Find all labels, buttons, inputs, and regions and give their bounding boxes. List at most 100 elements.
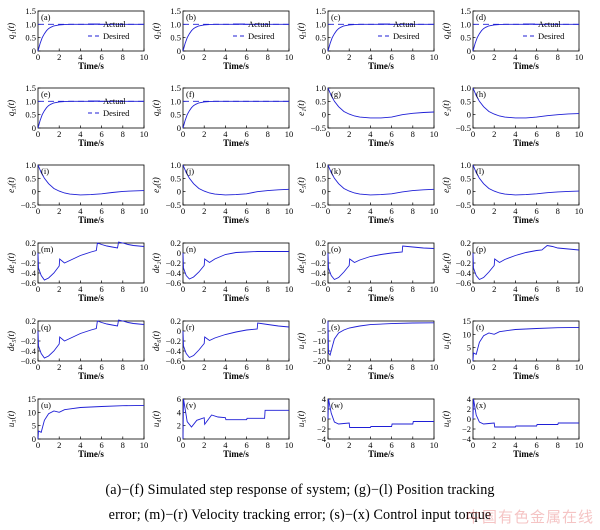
y-tick-label: 1.0 (25, 160, 36, 170)
y-tick-label: 0.5 (25, 110, 36, 120)
x-tick-label: 6 (389, 362, 393, 372)
x-tick-label: 2 (202, 284, 206, 294)
x-tick-label: 0 (471, 440, 475, 450)
y-tick-label: 1.0 (460, 160, 471, 170)
x-tick-label: 10 (430, 129, 439, 139)
x-tick-label: 4 (78, 129, 83, 139)
x-tick-label: 6 (534, 362, 538, 372)
y-tick-label: 0.2 (170, 238, 181, 248)
x-tick-label: 0 (181, 129, 185, 139)
plot-frame (182, 320, 290, 362)
y-axis-label: q₄(t) (441, 23, 451, 39)
y-axis-label: e₄(t) (151, 177, 161, 193)
x-tick-label: 4 (368, 206, 373, 216)
x-tick-label: 2 (492, 284, 496, 294)
x-tick-label: 6 (534, 284, 538, 294)
y-tick-label: 0.2 (170, 316, 181, 326)
x-tick-label: 8 (556, 52, 560, 62)
y-axis-label: de₆(t) (151, 331, 161, 351)
panel-label: (c) (331, 12, 341, 22)
x-tick-label: 2 (57, 52, 61, 62)
x-tick-label: 6 (99, 440, 103, 450)
x-axis-label: Time/s (78, 293, 104, 303)
x-tick-label: 6 (99, 52, 103, 62)
x-tick-label: 4 (223, 206, 228, 216)
x-tick-label: 4 (368, 284, 373, 294)
x-tick-label: 10 (140, 362, 149, 372)
y-tick-label: −0.4 (166, 268, 182, 278)
y-tick-label: −0.4 (166, 346, 182, 356)
series-actual-line (327, 245, 435, 281)
x-tick-label: 10 (575, 129, 584, 139)
y-axis-label: e₆(t) (441, 177, 451, 193)
y-tick-label: 0 (467, 414, 471, 424)
x-tick-label: 0 (36, 52, 40, 62)
y-tick-label: −0.5 (456, 123, 471, 133)
y-axis-label: e₂(t) (441, 100, 451, 116)
y-tick-label: 1.5 (25, 6, 36, 16)
series-actual-line (472, 23, 579, 52)
x-tick-label: 2 (347, 206, 351, 216)
figure-caption-line-1: (a)−(f) Simulated step response of syste… (105, 482, 495, 498)
y-tick-label: −20 (313, 356, 326, 366)
panel-label: (e) (41, 89, 51, 99)
x-tick-label: 6 (99, 129, 103, 139)
x-tick-label: 4 (78, 440, 83, 450)
y-tick-label: 10 (28, 407, 37, 417)
legend-label-desired: Desired (248, 31, 275, 41)
x-tick-label: 6 (244, 284, 248, 294)
y-tick-label: 0 (32, 123, 36, 133)
plot-frame (37, 398, 145, 440)
y-tick-label: 0.5 (315, 173, 326, 183)
x-tick-label: 2 (492, 206, 496, 216)
y-tick-label: −4 (462, 434, 472, 444)
x-tick-label: 2 (202, 206, 206, 216)
y-axis-label: e₅(t) (296, 177, 306, 193)
y-tick-label: 6 (177, 394, 181, 404)
y-tick-label: 0.5 (315, 96, 326, 106)
x-axis-label: Time/s (513, 61, 539, 71)
x-tick-label: 10 (575, 362, 584, 372)
x-tick-label: 2 (347, 129, 351, 139)
x-tick-label: 2 (202, 129, 206, 139)
plot-frame (327, 164, 435, 206)
series-actual-line (182, 164, 290, 196)
y-tick-label: 0 (32, 434, 36, 444)
x-tick-label: 10 (575, 52, 584, 62)
plot-frame (327, 10, 435, 52)
x-tick-label: 8 (411, 206, 415, 216)
y-axis-label: e₃(t) (6, 177, 16, 193)
series-actual-line (472, 326, 580, 362)
y-tick-label: 15 (463, 316, 472, 326)
x-tick-label: 4 (78, 52, 83, 62)
y-tick-label: 1.0 (460, 83, 471, 93)
x-tick-label: 8 (556, 206, 560, 216)
plot-frame (472, 10, 580, 52)
x-tick-label: 8 (556, 284, 560, 294)
x-tick-label: 2 (202, 440, 206, 450)
plot-frame (327, 398, 435, 440)
y-tick-label: 0 (322, 414, 326, 424)
x-axis-label: Time/s (223, 449, 249, 459)
subplot-c: 0 2 4 6 8 1000.51.01.5Time/sq₃(t)(c)ActualDes… (296, 6, 438, 71)
x-tick-label: 8 (121, 284, 125, 294)
x-tick-label: 0 (326, 440, 330, 450)
figure-grid: 0 2 4 6 8 1000.51.01.5Time/sq₁(t)(a)ActualDes… (6, 6, 584, 459)
y-tick-label: 1.0 (170, 19, 181, 29)
y-tick-label: −5 (317, 326, 326, 336)
x-tick-label: 2 (57, 284, 61, 294)
x-tick-label: 8 (556, 129, 560, 139)
x-tick-label: 0 (326, 284, 330, 294)
series-actual-line (472, 87, 580, 119)
x-tick-label: 2 (57, 129, 61, 139)
legend-label-desired: Desired (393, 31, 420, 41)
y-axis-label: q₆(t) (151, 100, 161, 116)
x-tick-label: 8 (411, 284, 415, 294)
y-tick-label: 2 (467, 404, 471, 414)
x-tick-label: 10 (285, 129, 294, 139)
y-tick-label: −0.6 (166, 356, 181, 366)
plot-frame (472, 87, 580, 129)
